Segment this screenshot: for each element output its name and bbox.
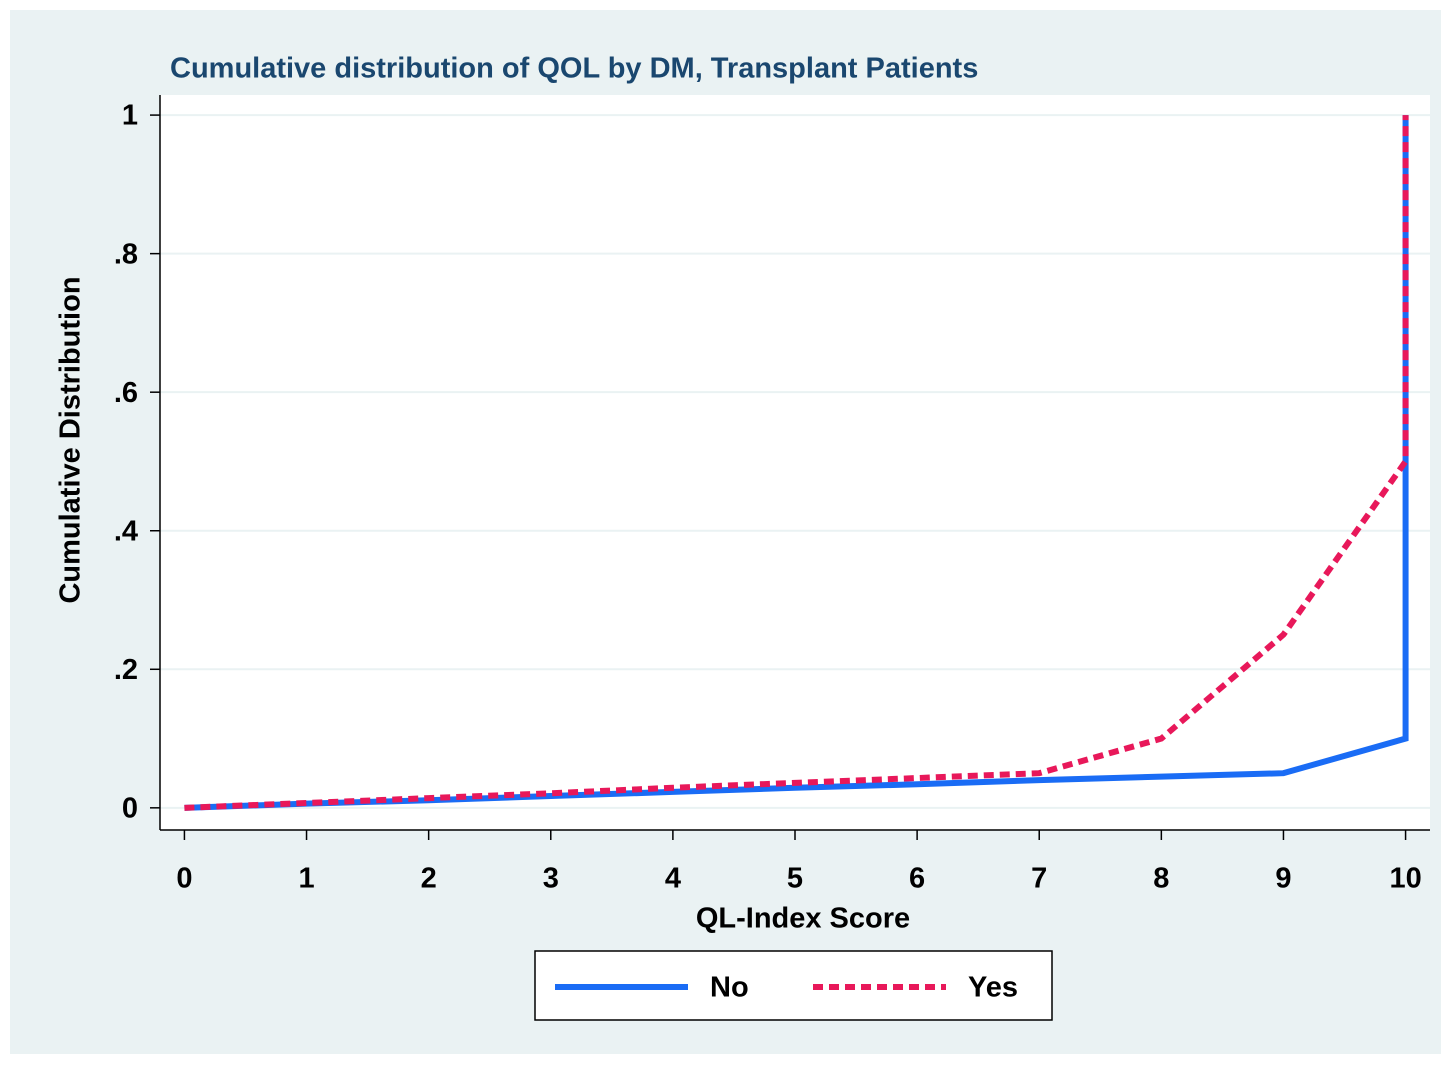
- y-tick-label: 1: [122, 100, 138, 132]
- x-tick-label: 3: [543, 863, 559, 895]
- series-line: [184, 115, 1409, 811]
- x-tick-label: 10: [1389, 863, 1421, 895]
- x-tick-label: 5: [787, 863, 803, 895]
- y-tick-label: .2: [114, 654, 138, 686]
- x-tick-label: 4: [665, 863, 681, 895]
- y-tick-label: 0: [122, 792, 138, 824]
- y-axis-label: Cumulative Distribution: [55, 276, 87, 603]
- y-tick-label: .8: [114, 238, 138, 270]
- y-tick-label: .4: [114, 515, 138, 547]
- x-axis-label: QL-Index Score: [696, 903, 910, 935]
- x-tick-label: 7: [1031, 863, 1047, 895]
- series-line: [184, 115, 1409, 811]
- legend-label: Yes: [968, 972, 1018, 1004]
- chart-title: Cumulative distribution of QOL by DM, Tr…: [170, 53, 978, 85]
- y-tick-label: .6: [114, 377, 138, 409]
- x-tick-label: 2: [421, 863, 437, 895]
- plot-area: [160, 95, 1430, 830]
- legend-label: No: [710, 972, 749, 1004]
- x-tick-label: 9: [1275, 863, 1291, 895]
- x-tick-label: 6: [909, 863, 925, 895]
- x-tick-label: 0: [176, 863, 192, 895]
- x-tick-label: 8: [1153, 863, 1169, 895]
- x-tick-label: 1: [298, 863, 314, 895]
